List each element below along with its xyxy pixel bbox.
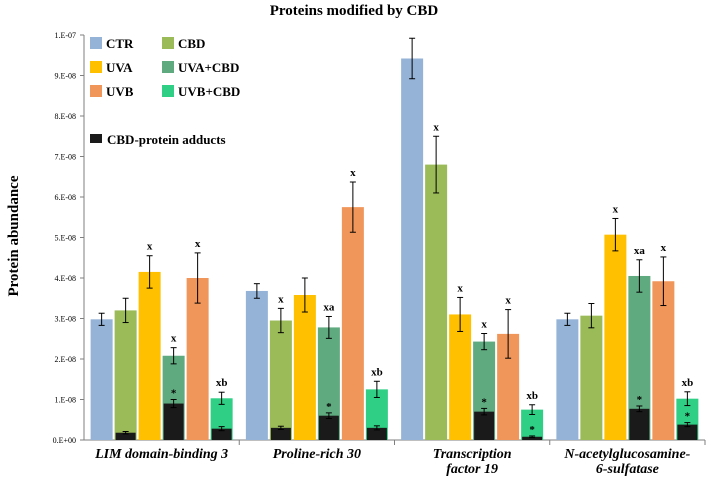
- bar-uvb-plus-cbd: [521, 409, 544, 440]
- legend-swatch: [162, 85, 174, 97]
- bars-layer: x * x x xb x * xa x xb x x * x x * xb x * xa x * xb: [90, 37, 699, 441]
- adduct-bar: [318, 415, 339, 440]
- significance-label: x: [195, 238, 201, 250]
- legend: CTR CBD UVA UVA+CBD UVB UVB+CBD CBD-protein ad…: [90, 36, 240, 147]
- significance-star: *: [171, 388, 177, 400]
- y-tick-label: 1.E-08: [54, 396, 76, 405]
- legend-label: UVA: [106, 60, 133, 75]
- bar-uva: [138, 271, 161, 440]
- category-label: factor 19: [446, 462, 498, 477]
- significance-label: xb: [526, 390, 538, 402]
- adduct-bar: [115, 432, 136, 440]
- bar-uvb-plus-cbd: [365, 389, 388, 440]
- y-tick-label: 5.E-08: [54, 234, 76, 243]
- y-tick-label: 8.E-08: [54, 112, 76, 121]
- legend-swatch: [90, 85, 102, 97]
- chart-title: Proteins modified by CBD: [270, 3, 439, 19]
- legend-label: CTR: [106, 36, 134, 51]
- adduct-bar: [522, 436, 543, 440]
- significance-label: xb: [682, 377, 694, 389]
- significance-label: x: [481, 318, 487, 330]
- category-label: Transcription: [433, 447, 512, 462]
- bar-ctr: [90, 319, 113, 440]
- y-tick-label: 9.E-08: [54, 72, 76, 81]
- y-tick-label: 6.E-08: [54, 193, 76, 202]
- adduct-bar: [163, 403, 184, 440]
- significance-label: x: [613, 203, 619, 215]
- significance-star: *: [529, 424, 535, 436]
- bar-uva: [293, 295, 316, 440]
- adduct-bar: [211, 428, 232, 440]
- bar-uvb: [341, 207, 364, 440]
- bar-ctr: [245, 290, 268, 440]
- legend-swatch: [90, 61, 102, 73]
- significance-label: xb: [371, 366, 383, 378]
- significance-label: x: [171, 333, 177, 345]
- y-tick-label: 7.E-08: [54, 153, 76, 162]
- legend-swatch: [90, 37, 102, 49]
- bar-uvb: [497, 333, 520, 440]
- y-tick-label: 4.E-08: [54, 274, 76, 283]
- significance-label: x: [661, 242, 667, 254]
- category-labels: LIM domain-binding 3 Proline-rich 30 Trans…: [94, 447, 691, 477]
- significance-label: x: [278, 293, 284, 305]
- significance-label: xb: [216, 377, 228, 389]
- legend-label-adducts: CBD-protein adducts: [107, 132, 226, 147]
- category-label: 6-sulfatase: [596, 462, 659, 477]
- adduct-bar: [677, 424, 698, 440]
- significance-label: x: [350, 167, 356, 179]
- significance-star: *: [326, 401, 332, 413]
- significance-star: *: [481, 396, 487, 408]
- y-tick-label: 1.E-07: [54, 31, 76, 40]
- legend-swatch: [162, 37, 174, 49]
- category-label: Proline-rich 30: [273, 447, 361, 462]
- category-label: LIM domain-binding 3: [94, 447, 228, 462]
- bar-uvb: [652, 281, 675, 440]
- significance-label: x: [147, 241, 153, 253]
- adduct-bar: [270, 427, 291, 440]
- bar-uva: [449, 314, 472, 440]
- y-tick-label: 3.E-08: [54, 315, 76, 324]
- bar-uva-plus-cbd: [628, 275, 651, 440]
- significance-star: *: [637, 394, 643, 406]
- bar-uvb: [186, 278, 209, 440]
- bar-cbd: [269, 320, 292, 440]
- bar-cbd: [425, 164, 448, 440]
- bar-uva: [604, 234, 627, 440]
- adduct-bar: [474, 411, 495, 440]
- y-tick-label: 0.E+00: [53, 436, 76, 445]
- bar-cbd: [114, 310, 137, 440]
- adduct-bar: [366, 427, 387, 440]
- bar-ctr: [401, 58, 424, 441]
- significance-label: x: [505, 295, 511, 307]
- significance-star: *: [685, 411, 691, 423]
- significance-label: x: [457, 282, 463, 294]
- significance-label: xa: [323, 301, 335, 313]
- y-axis-label: Protein abundance: [6, 175, 22, 296]
- legend-label: UVB: [106, 84, 134, 99]
- bar-uva-plus-cbd: [317, 327, 340, 440]
- bar-ctr: [556, 319, 579, 440]
- bar-cbd: [580, 315, 603, 440]
- significance-label: x: [433, 121, 439, 133]
- legend-label: UVA+CBD: [178, 60, 239, 75]
- legend-label: UVB+CBD: [178, 84, 240, 99]
- legend-label: CBD: [178, 36, 205, 51]
- legend-swatch-adducts: [90, 134, 102, 143]
- y-tick-label: 2.E-08: [54, 355, 76, 364]
- adduct-bar: [629, 408, 650, 440]
- legend-swatch: [162, 61, 174, 73]
- category-label: N-acetylglucosamine-: [563, 447, 690, 462]
- significance-label: xa: [634, 245, 646, 257]
